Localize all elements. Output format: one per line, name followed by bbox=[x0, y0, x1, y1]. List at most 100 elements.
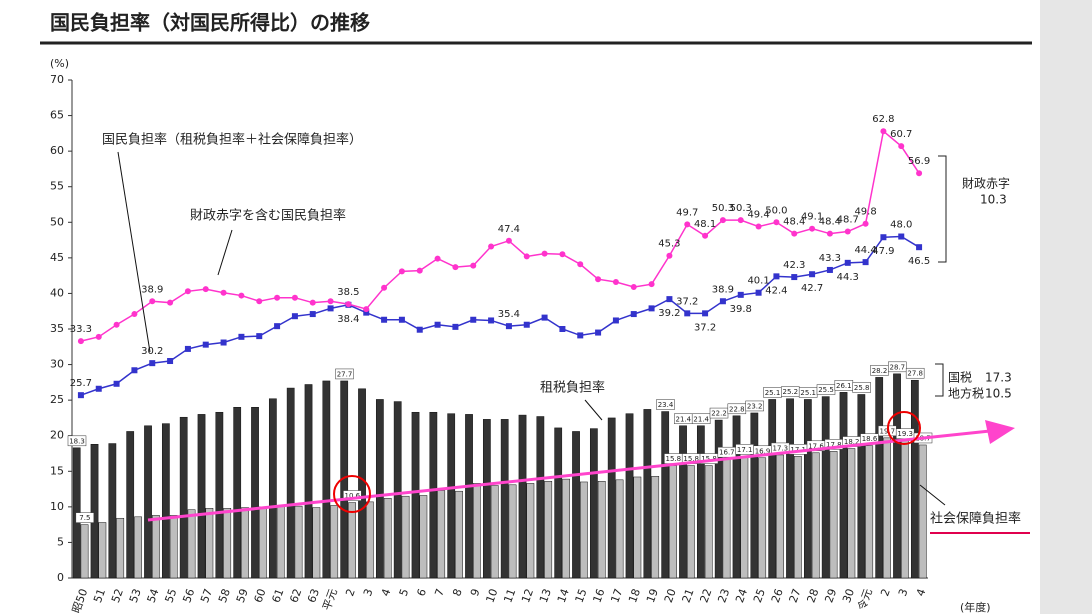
bar bbox=[116, 517, 125, 579]
x-tick-label: 16 bbox=[590, 587, 607, 605]
trend-arrow bbox=[147, 429, 991, 522]
y-tick-label: 55 bbox=[50, 180, 64, 193]
bar bbox=[197, 414, 206, 579]
bar bbox=[322, 380, 331, 579]
x-tick-label: 23 bbox=[715, 587, 732, 605]
bar bbox=[544, 480, 553, 579]
deficit-text: 財政赤字 bbox=[962, 176, 1010, 191]
point bbox=[184, 288, 191, 295]
bar bbox=[187, 509, 196, 579]
point bbox=[648, 281, 655, 288]
point bbox=[577, 332, 584, 339]
point bbox=[416, 267, 423, 274]
y-tick-label: 20 bbox=[50, 429, 64, 442]
label-box bbox=[656, 399, 675, 410]
point bbox=[826, 266, 833, 273]
bar bbox=[90, 444, 99, 579]
bar bbox=[518, 414, 527, 579]
bar bbox=[490, 485, 499, 579]
x-tick-label: 3 bbox=[361, 587, 376, 598]
bar-label: 27.7 bbox=[337, 370, 353, 378]
point bbox=[809, 225, 816, 232]
point bbox=[220, 339, 227, 346]
point bbox=[131, 311, 138, 318]
bar bbox=[348, 502, 356, 579]
bar-label: 25.1 bbox=[765, 389, 781, 397]
bar-label: 22.8 bbox=[729, 405, 745, 413]
bar bbox=[776, 454, 784, 579]
bar bbox=[696, 425, 705, 579]
point-label: 38.9 bbox=[141, 284, 163, 295]
bar-label: 17.6 bbox=[808, 442, 824, 450]
x-tick-label: 5 bbox=[397, 587, 412, 598]
bar-label: 7.5 bbox=[79, 514, 90, 522]
bar bbox=[366, 501, 374, 579]
point bbox=[434, 321, 441, 328]
bar-label: 25.8 bbox=[854, 384, 870, 392]
national-tax-value: 17.3 bbox=[985, 371, 1012, 385]
point-label: 48.7 bbox=[837, 215, 859, 226]
point bbox=[791, 274, 798, 281]
bar bbox=[482, 419, 491, 579]
point bbox=[666, 252, 673, 259]
point bbox=[309, 311, 316, 318]
bar bbox=[508, 484, 517, 579]
point bbox=[256, 298, 263, 305]
pointer bbox=[919, 484, 946, 506]
bar-label: 17.8 bbox=[826, 441, 842, 449]
point-label: 38.5 bbox=[337, 287, 359, 298]
point bbox=[202, 341, 209, 348]
label-box bbox=[335, 368, 354, 380]
bar bbox=[829, 451, 838, 579]
bar bbox=[857, 394, 866, 579]
x-tick-label: 4 bbox=[914, 587, 929, 598]
label-box bbox=[852, 382, 871, 393]
local-tax-value: 10.5 bbox=[985, 387, 1012, 401]
point bbox=[184, 345, 191, 352]
bar bbox=[910, 379, 919, 579]
bar bbox=[732, 415, 741, 579]
x-tick-label: 26 bbox=[769, 587, 786, 605]
point-label: 39.2 bbox=[658, 308, 680, 319]
y-tick-label: 45 bbox=[50, 251, 64, 264]
x-tick-label: 昭50 bbox=[70, 587, 91, 614]
bar bbox=[821, 396, 830, 579]
point bbox=[327, 298, 334, 305]
bar bbox=[437, 490, 446, 579]
x-tick-label: 24 bbox=[733, 587, 750, 605]
y-tick-label: 60 bbox=[50, 144, 64, 157]
point-label: 40.1 bbox=[747, 276, 769, 287]
point bbox=[880, 234, 887, 241]
bar-label: 25.5 bbox=[818, 386, 834, 394]
bar-label: 19.3 bbox=[897, 430, 913, 438]
y-tick-label: 15 bbox=[50, 464, 64, 477]
bar-label: 28.2 bbox=[872, 367, 888, 375]
point bbox=[826, 230, 833, 237]
bar bbox=[893, 373, 901, 579]
point bbox=[470, 262, 477, 269]
point-label: 47.9 bbox=[872, 246, 894, 257]
x-tick-label: 17 bbox=[608, 587, 625, 605]
local-tax: 地方税 bbox=[948, 386, 984, 401]
x-tick-label: 8 bbox=[450, 587, 465, 598]
bar bbox=[768, 399, 777, 579]
bar bbox=[750, 412, 759, 579]
x-tick-label: 2 bbox=[343, 587, 358, 598]
bar bbox=[526, 483, 535, 579]
bar-label: 16.7 bbox=[719, 449, 735, 457]
point bbox=[666, 296, 673, 303]
bar bbox=[401, 495, 410, 579]
x-tick-label: 令元 bbox=[854, 587, 875, 612]
point bbox=[595, 276, 602, 283]
bar bbox=[251, 407, 259, 579]
highlight bbox=[333, 475, 371, 513]
point bbox=[505, 237, 512, 244]
bar bbox=[330, 505, 339, 579]
x-tick-label: 3 bbox=[896, 587, 911, 598]
point bbox=[809, 271, 816, 278]
bar bbox=[901, 440, 909, 579]
point-label: 44.3 bbox=[837, 272, 859, 283]
point bbox=[577, 261, 584, 268]
bar bbox=[803, 399, 812, 579]
point bbox=[916, 244, 923, 251]
